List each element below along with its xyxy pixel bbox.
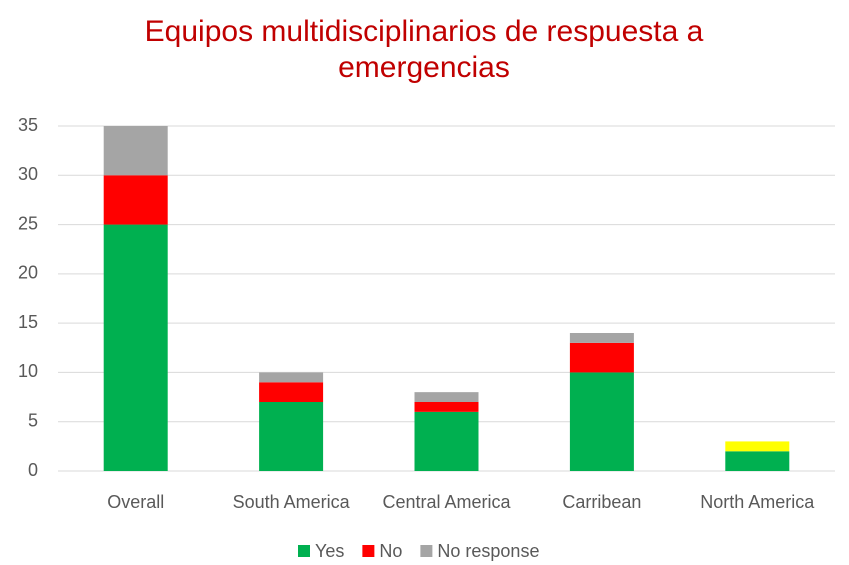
legend-label: Yes [315, 541, 344, 561]
legend-swatch [420, 545, 433, 557]
x-tick-label: Central America [382, 492, 511, 512]
bar-segment [725, 451, 790, 471]
legend-swatch [362, 545, 375, 557]
x-tick-label: North America [700, 492, 815, 512]
y-tick-label: 25 [18, 213, 38, 233]
bar-segment [569, 372, 634, 471]
bar-segment [259, 372, 324, 383]
y-tick-label: 30 [18, 164, 38, 184]
bar-segment [103, 175, 168, 225]
bar-segment [259, 382, 324, 402]
y-tick-label: 0 [28, 460, 38, 480]
bar-segment [569, 342, 634, 373]
bar-segment [103, 126, 168, 176]
bar-segment [414, 392, 479, 402]
legend-label: No [379, 541, 402, 561]
y-tick-label: 35 [18, 115, 38, 135]
y-tick-label: 15 [18, 312, 38, 332]
bar-segment [103, 224, 168, 471]
bar-segment [414, 411, 479, 471]
bar-segment [725, 441, 790, 452]
x-tick-label: Carribean [562, 492, 641, 512]
bar-segment [259, 402, 324, 471]
legend-swatch [298, 545, 310, 557]
y-tick-label: 20 [18, 263, 38, 283]
bar-segment [569, 333, 634, 343]
bar-segment [414, 402, 479, 412]
y-tick-label: 5 [28, 410, 38, 430]
chart-title: Equipos multidisciplinarios de respuesta… [144, 15, 704, 84]
legend-label: No response [437, 541, 539, 561]
y-tick-label: 10 [18, 361, 38, 381]
x-tick-label: Overall [107, 492, 164, 512]
x-tick-label: South America [233, 492, 351, 512]
